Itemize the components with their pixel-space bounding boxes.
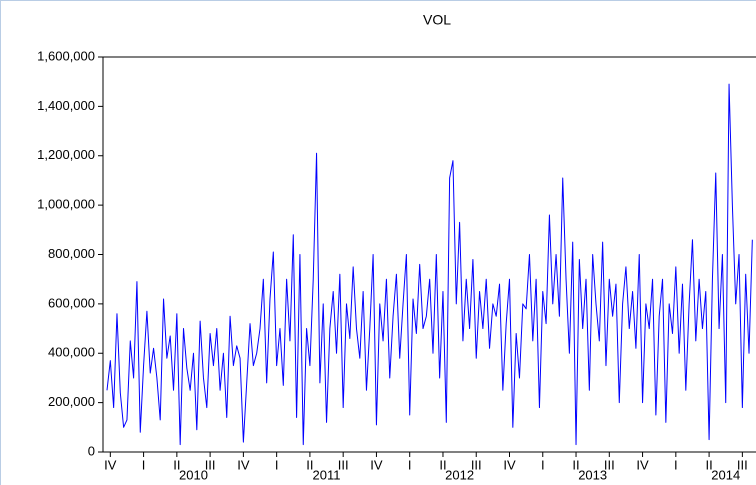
x-tick-label: II — [572, 457, 579, 472]
x-tick-label: IV — [237, 457, 250, 472]
year-label: 2013 — [578, 467, 607, 482]
year-label: 2012 — [445, 467, 474, 482]
x-tick-label: II — [705, 457, 712, 472]
series-line — [106, 83, 753, 446]
x-tick-label: I — [541, 457, 545, 472]
x-tick-label: III — [471, 457, 482, 472]
y-tick-label: 600,000 — [48, 295, 95, 310]
x-tick-label: I — [408, 457, 412, 472]
y-tick-label: 0 — [88, 443, 95, 458]
y-tick-label: 1,400,000 — [37, 98, 95, 113]
x-tick-label: III — [604, 457, 615, 472]
y-tick-label: 1,000,000 — [37, 197, 95, 212]
year-label: 2014 — [711, 467, 740, 482]
year-label: 2011 — [313, 467, 341, 482]
y-tick-label: 1,600,000 — [37, 48, 95, 63]
x-tick-label: IV — [636, 457, 649, 472]
y-tick-label: 800,000 — [48, 246, 95, 261]
x-tick-label: I — [142, 457, 146, 472]
x-tick-label: IV — [104, 457, 117, 472]
chart-title: VOL — [423, 12, 451, 28]
x-tick-label: I — [674, 457, 678, 472]
x-tick-label: IV — [370, 457, 383, 472]
x-tick-label: II — [439, 457, 446, 472]
x-tick-label: I — [275, 457, 279, 472]
x-tick-label: II — [173, 457, 180, 472]
y-tick-label: 200,000 — [48, 394, 95, 409]
year-label: 2010 — [179, 467, 208, 482]
x-tick-label: III — [205, 457, 216, 472]
x-tick-label: III — [338, 457, 349, 472]
x-tick-label: IV — [503, 457, 516, 472]
y-tick-label: 1,200,000 — [37, 147, 95, 162]
x-tick-label: III — [737, 457, 748, 472]
y-tick-label: 400,000 — [48, 345, 95, 360]
x-tick-label: II — [306, 457, 313, 472]
